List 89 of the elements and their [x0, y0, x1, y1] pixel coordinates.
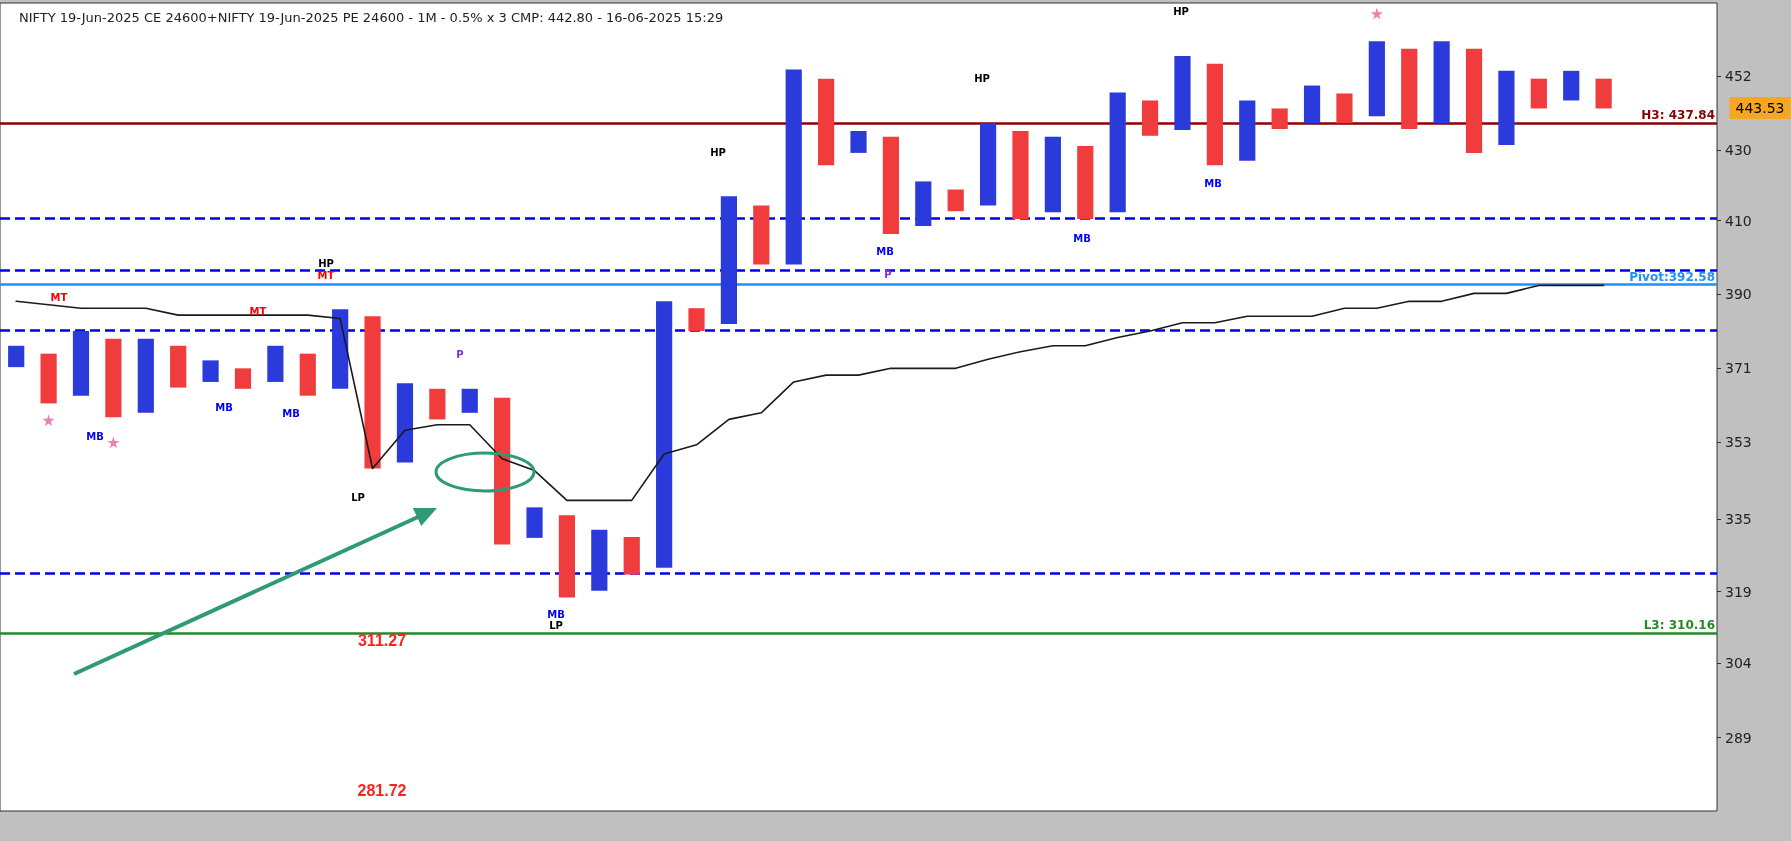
- bar: [396, 383, 414, 463]
- y-tick-label: 410: [1725, 212, 1752, 229]
- bar: [40, 353, 57, 404]
- annotation: LP: [549, 619, 563, 631]
- annotation: MB: [282, 407, 300, 419]
- text: 443.53: [1735, 100, 1785, 116]
- bar: [364, 316, 381, 469]
- y-tick-label: 390: [1725, 286, 1752, 303]
- bar: [656, 301, 673, 568]
- bar: [979, 123, 997, 206]
- bar: [461, 388, 478, 413]
- bar: [494, 397, 511, 545]
- bar: [1271, 108, 1288, 129]
- bar: [1368, 41, 1385, 117]
- annotation: MB: [215, 401, 233, 413]
- bar: [1141, 100, 1159, 136]
- ref-line-label: L3: 310.16: [1643, 618, 1715, 633]
- bar: [688, 308, 705, 331]
- bar: [1239, 100, 1256, 161]
- ref-line-label: H3: 437.84: [1641, 108, 1715, 123]
- bar: [947, 189, 964, 212]
- bar: [429, 388, 446, 420]
- annotation: MT: [249, 305, 267, 317]
- bar: [1077, 146, 1094, 220]
- bar: [267, 345, 284, 382]
- bar: [1206, 63, 1223, 166]
- line-series: [15, 284, 1605, 502]
- annotation: P: [456, 348, 464, 360]
- annotation: 311.27: [357, 631, 407, 649]
- point: [107, 436, 120, 449]
- bar: [1109, 92, 1126, 213]
- text: NIFTY 19-Jun-2025 CE 24600+NIFTY 19-Jun-2025 PE 24600 - 1M - 0.5% x 3 CMP: 442.80 - 16-06-2025 15:29: [19, 10, 724, 25]
- bar: [8, 345, 25, 368]
- y-tick-label: 430: [1725, 142, 1752, 159]
- annotation: MB: [876, 245, 894, 257]
- annotation: MB: [86, 430, 104, 442]
- bar: [1595, 78, 1612, 109]
- bar: [1498, 70, 1515, 145]
- bar: [785, 69, 802, 265]
- bar: [1044, 136, 1061, 213]
- annotation: HP: [710, 146, 726, 158]
- bar: [753, 205, 770, 265]
- bar: [202, 360, 219, 382]
- bar: [818, 78, 835, 166]
- y-tick-label: 289: [1725, 729, 1752, 746]
- bar: [1012, 131, 1029, 220]
- annotation: HP: [974, 72, 990, 84]
- annotation: MT: [317, 269, 335, 281]
- bar: [137, 338, 154, 413]
- bar: [850, 131, 867, 153]
- annotation: P: [884, 268, 892, 280]
- bar: [526, 507, 543, 538]
- bar: [720, 196, 738, 324]
- y-tick-label: 319: [1725, 583, 1752, 600]
- y-tick-label: 353: [1725, 433, 1752, 450]
- annotation: LP: [351, 491, 365, 503]
- annotation: MB: [1204, 177, 1222, 189]
- bar: [72, 330, 90, 396]
- bar: [1336, 93, 1353, 124]
- annotation: MT: [50, 291, 68, 303]
- y-tick-label: 452: [1725, 68, 1752, 85]
- annotation: MB: [547, 608, 565, 620]
- annotation: MB: [1073, 232, 1091, 244]
- bar: [1401, 48, 1418, 129]
- annotation: 281.72: [357, 781, 407, 799]
- bar: [1433, 41, 1450, 124]
- y-tick-label: 371: [1725, 360, 1752, 377]
- bar: [1303, 85, 1321, 124]
- bar: [105, 338, 122, 418]
- y-tick-label: 304: [1725, 654, 1752, 671]
- bar: [1465, 48, 1483, 153]
- bar: [882, 136, 899, 234]
- y-tick-label: 335: [1725, 511, 1752, 528]
- bar: [1530, 78, 1547, 109]
- bar: [558, 515, 576, 598]
- bar: [299, 353, 316, 396]
- bar: [1174, 55, 1191, 130]
- annotation: HP: [318, 257, 334, 269]
- bar: [591, 529, 608, 591]
- bar: [170, 345, 187, 388]
- bar: [234, 368, 252, 389]
- annotation: HP: [1173, 5, 1189, 17]
- bar: [915, 181, 932, 226]
- point: [1370, 7, 1383, 20]
- bar: [623, 536, 640, 575]
- bar: [332, 309, 349, 389]
- point: [42, 414, 55, 427]
- bar: [1563, 70, 1580, 101]
- ref-line-label: Pivot:392.58: [1629, 269, 1715, 284]
